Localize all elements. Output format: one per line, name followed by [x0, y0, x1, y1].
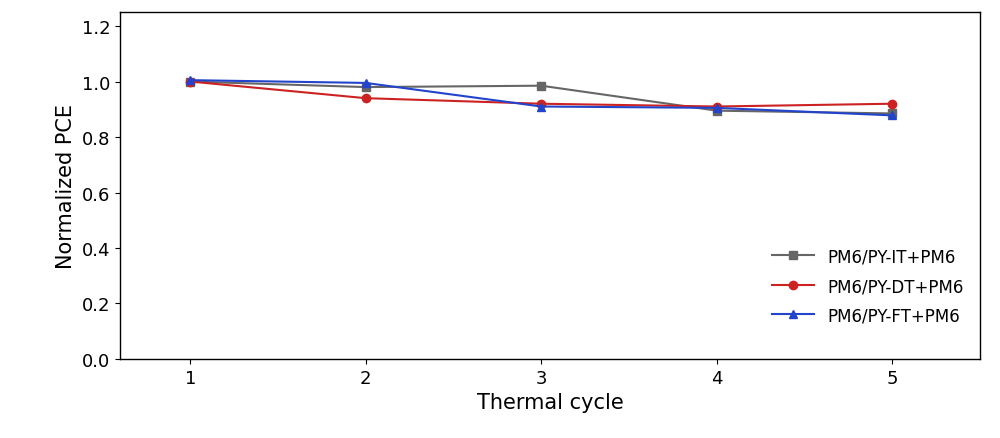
PM6/PY-FT+PM6 — [711, 106, 723, 111]
Y-axis label: Normalized PCE: Normalized PCE — [56, 104, 76, 268]
PM6/PY-DT+PM6 — [184, 80, 196, 85]
PM6/PY-IT+PM6 — [886, 112, 898, 117]
PM6/PY-IT+PM6 — [184, 80, 196, 85]
Legend: PM6/PY-IT+PM6, PM6/PY-DT+PM6, PM6/PY-FT+PM6: PM6/PY-IT+PM6, PM6/PY-DT+PM6, PM6/PY-FT+… — [764, 240, 972, 334]
PM6/PY-DT+PM6 — [535, 102, 547, 107]
PM6/PY-DT+PM6 — [886, 102, 898, 107]
PM6/PY-IT+PM6 — [711, 109, 723, 114]
X-axis label: Thermal cycle: Thermal cycle — [477, 392, 623, 412]
PM6/PY-IT+PM6 — [535, 84, 547, 89]
PM6/PY-DT+PM6 — [360, 96, 372, 102]
Line: PM6/PY-IT+PM6: PM6/PY-IT+PM6 — [186, 78, 896, 118]
Line: PM6/PY-DT+PM6: PM6/PY-DT+PM6 — [186, 78, 896, 111]
Line: PM6/PY-FT+PM6: PM6/PY-FT+PM6 — [186, 77, 896, 120]
PM6/PY-FT+PM6 — [360, 81, 372, 86]
PM6/PY-IT+PM6 — [360, 85, 372, 91]
PM6/PY-FT+PM6 — [886, 113, 898, 119]
PM6/PY-DT+PM6 — [711, 105, 723, 110]
PM6/PY-FT+PM6 — [184, 78, 196, 84]
PM6/PY-FT+PM6 — [535, 105, 547, 110]
